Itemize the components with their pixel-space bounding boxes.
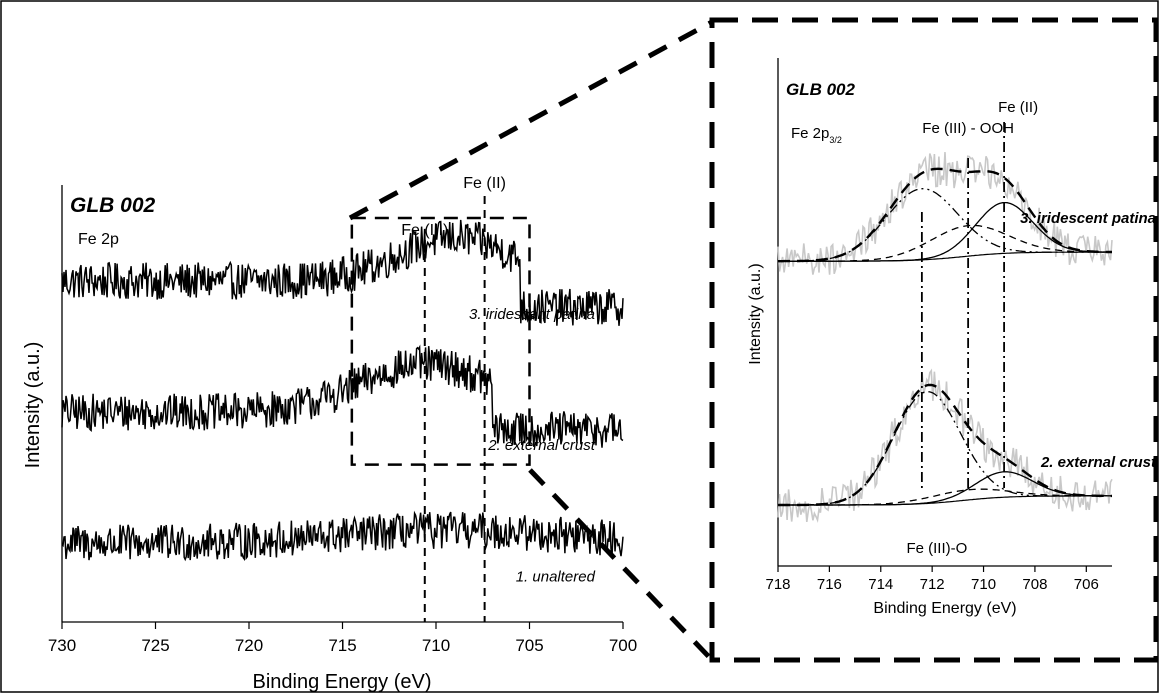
left-x-tick-label: 720 bbox=[235, 636, 263, 655]
left-series-line bbox=[62, 346, 623, 448]
left-series-group: 3. iridescent patina 2. external crust 1. … bbox=[62, 220, 623, 585]
right-panel-label: 2. external crust bbox=[1040, 454, 1157, 471]
right-x-tick-label: 716 bbox=[817, 576, 842, 593]
left-chart: 730 725 720 715 710 705 700 3. iridescent pati… bbox=[22, 175, 637, 693]
left-x-tick-label: 705 bbox=[515, 636, 543, 655]
right-annotation-label: Fe (III) - OOH bbox=[922, 120, 1014, 137]
left-series-label: 2. external crust bbox=[487, 437, 596, 454]
left-chart-subtitle: Fe 2p bbox=[78, 231, 119, 248]
left-series-line bbox=[62, 512, 623, 560]
right-x-tick-label: 706 bbox=[1074, 576, 1099, 593]
right-x-axis-title: Binding Energy (eV) bbox=[873, 600, 1016, 617]
left-annotation-label: Fe (III) bbox=[401, 222, 448, 239]
left-y-axis-title: Intensity (a.u.) bbox=[22, 342, 44, 469]
left-chart-title: GLB 002 bbox=[70, 194, 156, 217]
zoom-connectors bbox=[350, 22, 712, 660]
left-x-axis-title: Binding Energy (eV) bbox=[253, 671, 432, 693]
right-y-axis-title: Intensity (a.u.) bbox=[747, 263, 764, 364]
left-series-label: 1. unaltered bbox=[516, 568, 596, 585]
zoom-connector-bottom bbox=[530, 470, 712, 660]
right-x-tick-label: 708 bbox=[1022, 576, 1047, 593]
left-series-label: 3. iridescent patina bbox=[469, 306, 595, 323]
right-panel-label: 3. iridescent patina bbox=[1020, 210, 1156, 227]
right-x-tick-label: 710 bbox=[971, 576, 996, 593]
left-x-tick-label: 715 bbox=[328, 636, 356, 655]
left-x-tick-label: 725 bbox=[141, 636, 169, 655]
right-x-tick-label: 714 bbox=[868, 576, 893, 593]
right-x-tick-label: 712 bbox=[920, 576, 945, 593]
right-chart-title: GLB 002 bbox=[786, 80, 856, 99]
left-x-tick-label: 730 bbox=[48, 636, 76, 655]
left-x-ticks: 730 725 720 715 710 705 700 bbox=[48, 622, 637, 655]
zoom-connector-top bbox=[350, 22, 712, 218]
left-x-tick-label: 700 bbox=[609, 636, 637, 655]
left-annotations: Fe (III) Fe (II) bbox=[352, 175, 530, 622]
right-annotation-label: Fe (II) bbox=[998, 99, 1038, 116]
right-annotation-label: Fe (III)-O bbox=[906, 540, 967, 557]
left-x-tick-label: 710 bbox=[422, 636, 450, 655]
left-annotation-label: Fe (II) bbox=[463, 175, 506, 192]
right-x-tick-label: 718 bbox=[765, 576, 790, 593]
